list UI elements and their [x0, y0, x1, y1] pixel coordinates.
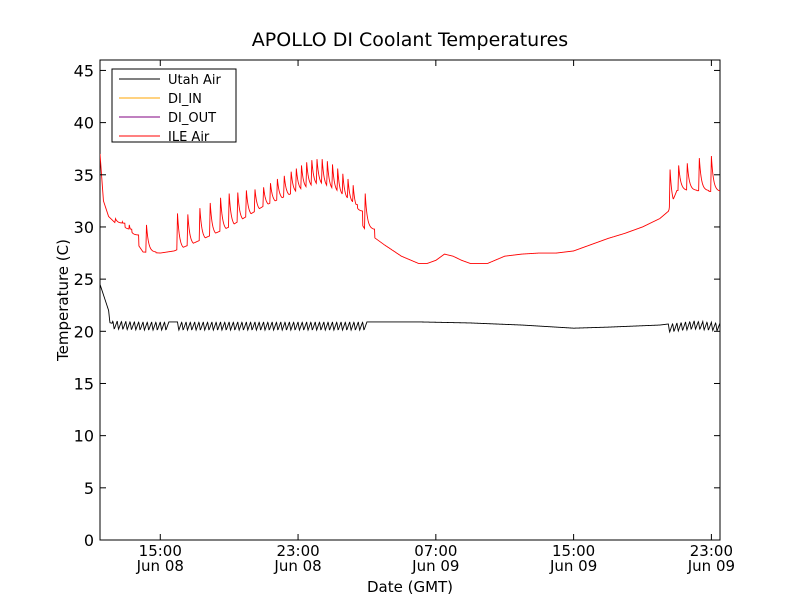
y-axis-label: Temperature (C) — [54, 239, 72, 362]
y-tick-label: 20 — [74, 322, 94, 341]
series-layer — [100, 153, 720, 334]
y-tick-label: 40 — [74, 114, 94, 133]
y-tick-label: 45 — [74, 61, 94, 80]
legend-label: ILE Air — [168, 130, 210, 145]
series-line-utah-air — [100, 284, 720, 334]
legend: Utah Air DI_IN DI_OUT ILE Air — [111, 68, 237, 145]
x-tick-time-label: 07:00 — [414, 542, 457, 560]
legend-label: Utah Air — [168, 73, 221, 88]
x-tick-date-label: Jun 08 — [273, 557, 321, 575]
x-tick-time-label: 15:00 — [139, 542, 182, 560]
legend-box — [111, 68, 237, 143]
legend-label: DI_OUT — [168, 111, 216, 126]
y-tick-label: 35 — [74, 166, 94, 185]
x-tick-time-label: 23:00 — [690, 542, 733, 560]
y-tick-label: 5 — [84, 479, 94, 498]
x-tick-date-label: Jun 09 — [411, 557, 459, 575]
x-tick-date-label: Jun 08 — [136, 557, 184, 575]
series-line-ile-air — [100, 153, 720, 264]
y-tick-label: 15 — [74, 374, 94, 393]
y-tick-label: 10 — [74, 427, 94, 446]
x-tick-date-label: Jun 09 — [687, 557, 735, 575]
x-tick-date-label: Jun 09 — [549, 557, 597, 575]
x-axis-label: Date (GMT) — [367, 578, 453, 596]
y-axis: 0 5 10 15 20 25 30 35 40 45 — [74, 61, 720, 550]
y-tick-label: 25 — [74, 270, 94, 289]
x-tick-time-label: 23:00 — [276, 542, 319, 560]
y-tick-label: 30 — [74, 218, 94, 237]
x-tick-time-label: 15:00 — [552, 542, 595, 560]
y-tick-label: 0 — [84, 531, 94, 550]
chart-title: APOLLO DI Coolant Temperatures — [252, 29, 568, 51]
legend-label: DI_IN — [168, 92, 202, 107]
